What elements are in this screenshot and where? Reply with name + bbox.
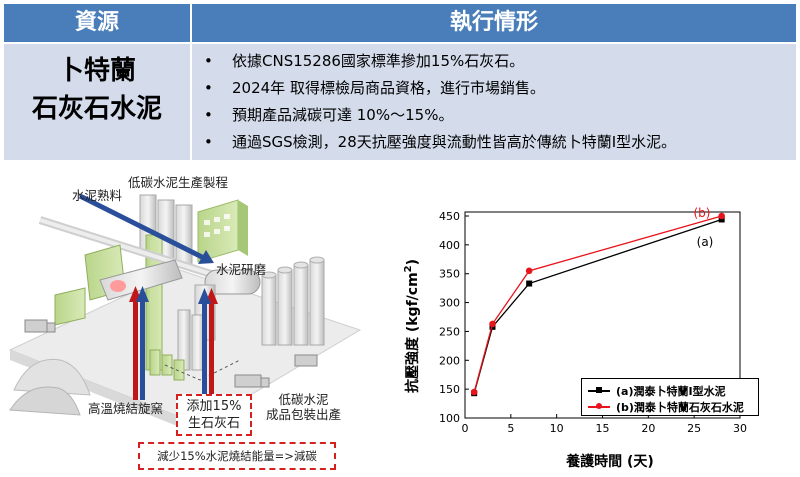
legend-label-b: (b)潤泰卜特蘭石灰石水泥 [616,401,744,414]
additive-line-2: 生石灰石 [187,416,240,431]
list-item: • 依據CNS15286國家標準摻加15%石灰石。 [204,48,794,75]
additive-box [176,394,252,436]
label-kiln: 高溫燒結旋窯 [88,401,164,416]
bullet-text: 2024年 取得標檢局商品資格，進行市場銷售。 [232,79,545,97]
data-point-circle [718,212,725,220]
legend-circle-marker [596,403,602,409]
x-tick-label: 5 [507,422,514,435]
legend-item-b: (b)潤泰卜特蘭石灰石水泥 [588,398,758,415]
data-point-circle [470,388,478,396]
bullet-dot: • [204,52,213,70]
y-tick-label: 300 [439,297,460,310]
legend-item-a: (a)潤泰卜特蘭I型水泥 [588,382,758,399]
bullet-dot: • [204,133,213,151]
resource-line-1: 卜特蘭 [57,56,136,86]
status-bullet-list: • 依據CNS15286國家標準摻加15%石灰石。 • 2024年 取得標檢局商品資… [204,48,794,156]
label-packing-line-2: 成品包裝出產 [266,407,342,422]
energy-reduction-label: 減少15%水泥燒結能量=>減碳 [157,449,317,463]
y-tick-label: 250 [439,325,460,338]
resource-cell: 卜特蘭 石灰石水泥 [4,52,190,128]
x-tick-label: 20 [641,422,655,435]
data-point-square [718,216,725,223]
legend-label-a: (a)潤泰卜特蘭I型水泥 [616,385,726,398]
plant-illustration [8,193,362,435]
header-divider [190,4,192,42]
cement-plant-diagram: 低碳水泥生產製程 水泥熟料 水泥研磨 高溫燒結旋窯 低碳水泥 成品包裝出產 添加… [0,160,370,477]
x-tick-label: 15 [596,422,610,435]
additive-label: 添加15% 生石灰石 [176,398,252,432]
y-tick-label: 350 [439,268,460,281]
y-axis-label-sup: 2 [403,265,414,272]
legend-square-marker [596,387,602,393]
x-tick-label: 30 [733,422,747,435]
data-point-circle [489,320,496,328]
bullet-text: 通過SGS檢測，28天抗壓強度與流動性皆高於傳統卜特蘭I型水泥。 [232,133,677,151]
x-axis-label: 養護時間 (天) [565,453,654,470]
y-axis-label-main: 抗壓強度 (kgf/cm [404,272,421,393]
series-b-tag: (b) [694,206,711,220]
label-low-carbon-process: 低碳水泥生產製程 [128,175,229,190]
label-packing: 低碳水泥 成品包裝出產 [266,392,341,422]
resource-line-2: 石灰石水泥 [31,94,162,124]
label-grinding: 水泥研磨 [216,262,267,277]
list-item: • 2024年 取得標檢局商品資格，進行市場銷售。 [204,75,794,102]
data-point-square [526,280,533,287]
y-axis-label-close: ) [405,259,421,265]
label-clinker: 水泥熟料 [72,188,123,203]
bullet-text: 依據CNS15286國家標準摻加15%石灰石。 [232,52,525,70]
chart-series [470,212,725,397]
body-divider [190,44,192,160]
series-a-tag: (a) [697,235,714,249]
strength-chart-svg: 0 5 10 15 20 25 30 100 150 200 250 300 350 400 450 養護時… [403,206,747,470]
y-tick-label: 200 [439,354,460,367]
x-tick-label: 25 [687,422,701,435]
list-item: • 預期產品減碳可達 10%～15%。 [204,102,794,129]
y-tick-label: 450 [439,210,460,223]
x-tick-label: 0 [462,422,469,435]
table-header-row [4,4,796,42]
y-tick-label: 150 [439,383,460,396]
data-point-circle [525,267,533,275]
label-packing-line-1: 低碳水泥 [278,392,329,407]
header-status: 執行情形 [449,10,538,35]
y-tick-label: 400 [439,239,460,252]
additive-line-1: 添加15% [186,399,242,414]
table-body-row [4,44,796,160]
bullet-dot: • [204,79,213,97]
series-line-b [473,215,722,393]
chart-ticks: 0 5 10 15 20 25 30 100 150 200 250 300 350 400 450 [439,210,747,435]
bullet-text: 預期產品減碳可達 10%～15%。 [232,106,454,124]
energy-reduction-box [138,442,336,470]
header-resource: 資源 [74,10,119,35]
x-tick-label: 10 [550,422,564,435]
strength-chart: 0 5 10 15 20 25 30 100 150 200 250 300 350 400 450 養護時… [395,196,800,477]
series-line-a [473,218,722,394]
y-tick-label: 100 [439,412,460,425]
y-axis-label: 抗壓強度 (kgf/cm2) [403,259,421,393]
bullet-dot: • [204,106,213,124]
summary-table: 資源 執行情形 卜特蘭 石灰石水泥 • 依據CNS15286國家標準摻加15%石灰… [4,4,796,160]
list-item: • 通過SGS檢測，28天抗壓強度與流動性皆高於傳統卜特蘭I型水泥。 [204,129,794,156]
chart-legend: (a)潤泰卜特蘭I型水泥 (b)潤泰卜特蘭石灰石水泥 [581,378,759,416]
